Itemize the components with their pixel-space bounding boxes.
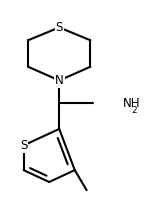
Text: NH: NH xyxy=(123,97,141,110)
Text: S: S xyxy=(20,139,27,152)
Text: 2: 2 xyxy=(131,106,137,114)
Text: N: N xyxy=(55,74,64,87)
Text: S: S xyxy=(56,21,63,34)
